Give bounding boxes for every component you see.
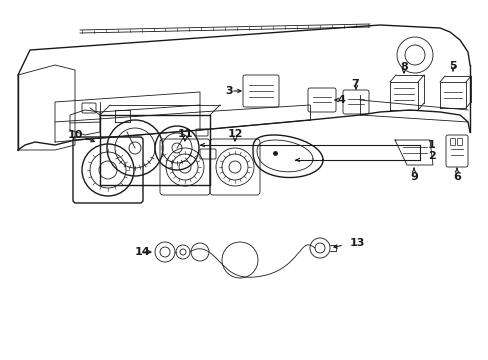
Text: 1: 1 xyxy=(427,140,435,150)
Text: 2: 2 xyxy=(427,151,435,161)
Text: 10: 10 xyxy=(68,130,83,140)
Text: 3: 3 xyxy=(224,86,232,96)
Text: 14: 14 xyxy=(135,247,150,257)
Text: 12: 12 xyxy=(227,129,242,139)
Text: 13: 13 xyxy=(349,238,365,248)
Text: 9: 9 xyxy=(409,172,417,182)
Text: 4: 4 xyxy=(337,95,345,105)
Text: 11: 11 xyxy=(177,129,192,139)
Text: 6: 6 xyxy=(452,172,460,182)
Text: 5: 5 xyxy=(448,61,456,71)
Text: 8: 8 xyxy=(399,62,407,72)
Text: 7: 7 xyxy=(350,79,358,89)
